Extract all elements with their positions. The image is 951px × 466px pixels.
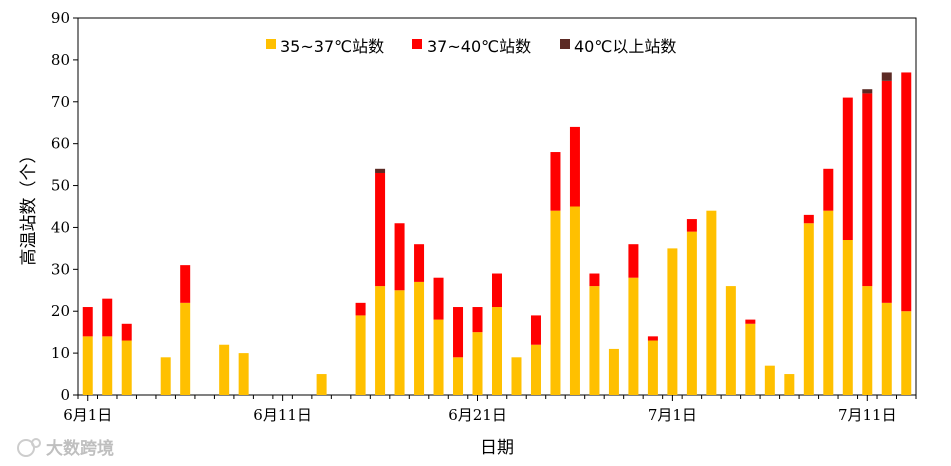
y-tick-label: 40 xyxy=(51,218,70,236)
bar-40-plus xyxy=(375,168,386,173)
x-tick-label: 6月1日 xyxy=(63,406,112,424)
legend-swatch-35-37 xyxy=(266,39,276,49)
bar-35-37 xyxy=(842,240,853,395)
bar-35-37 xyxy=(180,302,191,395)
bar-35-37 xyxy=(530,344,541,395)
bar-35-37 xyxy=(238,353,249,395)
bar-35-37 xyxy=(511,357,522,395)
bar-35-37 xyxy=(725,286,736,395)
bar-37-40 xyxy=(628,244,639,278)
bar-37-40 xyxy=(745,319,756,324)
bar-35-37 xyxy=(569,206,580,395)
bar-35-37 xyxy=(823,210,834,395)
bar-37-40 xyxy=(82,307,93,337)
x-axis: 6月1日 6月11日 6月21日 7月1日 7月11日 xyxy=(63,395,917,424)
watermark: 大数跨境 xyxy=(17,438,114,459)
bar-37-40 xyxy=(550,152,561,211)
y-tick-label: 10 xyxy=(51,344,70,362)
bar-37-40 xyxy=(375,172,386,287)
bar-35-37 xyxy=(550,210,561,395)
bar-37-40 xyxy=(414,244,425,282)
bar-37-40 xyxy=(453,307,464,358)
legend-label-35-37: 35~37℃站数 xyxy=(280,37,384,56)
watermark-text: 大数跨境 xyxy=(46,438,114,459)
bar-37-40 xyxy=(355,302,366,316)
bar-37-40 xyxy=(102,298,113,337)
x-tick-label: 6月21日 xyxy=(448,406,507,424)
bar-37-40 xyxy=(647,336,658,341)
watermark-logo-dot-icon xyxy=(31,438,41,448)
bar-35-37 xyxy=(414,281,425,395)
y-tick-label: 80 xyxy=(51,51,70,69)
bar-35-37 xyxy=(667,248,678,395)
bar-35-37 xyxy=(375,286,386,395)
bar-35-37 xyxy=(394,290,405,395)
x-tick-label: 6月11日 xyxy=(253,406,312,424)
y-tick-label: 60 xyxy=(51,135,70,153)
bar-37-40 xyxy=(881,80,892,303)
legend-swatch-40-plus xyxy=(560,39,570,49)
bar-35-37 xyxy=(901,311,912,395)
legend: 35~37℃站数 37~40℃站数 40℃以上站数 xyxy=(266,37,676,56)
bar-35-37 xyxy=(647,340,658,395)
bar-series-group xyxy=(82,72,912,395)
y-tick-label: 50 xyxy=(51,177,70,195)
bar-35-37 xyxy=(745,323,756,395)
y-axis-title: 高温站数（个） xyxy=(19,147,39,266)
bar-35-37 xyxy=(608,348,619,395)
bar-37-40 xyxy=(472,307,483,333)
bar-35-37 xyxy=(453,357,464,395)
legend-label-40-plus: 40℃以上站数 xyxy=(574,37,676,56)
bar-37-40 xyxy=(823,168,834,211)
bar-40-plus xyxy=(881,72,892,81)
bar-35-37 xyxy=(803,223,814,395)
x-tick-label: 7月1日 xyxy=(648,406,697,424)
bar-35-37 xyxy=(219,344,230,395)
y-tick-label: 20 xyxy=(51,302,70,320)
bar-35-37 xyxy=(881,302,892,395)
bar-35-37 xyxy=(862,286,873,395)
bar-37-40 xyxy=(530,315,541,345)
bar-37-40 xyxy=(394,223,405,291)
bar-37-40 xyxy=(569,126,580,207)
legend-swatch-37-40 xyxy=(412,39,422,49)
bar-35-37 xyxy=(82,336,93,395)
bar-35-37 xyxy=(433,319,444,395)
bar-37-40 xyxy=(121,323,132,341)
bar-35-37 xyxy=(160,357,171,395)
y-tick-label: 0 xyxy=(60,386,70,404)
bar-35-37 xyxy=(102,336,113,395)
y-tick-label: 90 xyxy=(51,9,70,27)
bar-35-37 xyxy=(355,315,366,395)
bar-37-40 xyxy=(180,265,191,303)
bar-35-37 xyxy=(686,231,697,395)
bar-37-40 xyxy=(803,214,814,224)
bar-37-40 xyxy=(433,277,444,320)
bar-37-40 xyxy=(686,219,697,232)
bar-35-37 xyxy=(492,307,502,395)
bar-37-40 xyxy=(492,273,502,308)
bar-35-37 xyxy=(784,374,795,395)
y-axis: 0 10 20 30 40 50 60 70 80 90 xyxy=(51,9,78,404)
bar-37-40 xyxy=(842,97,853,241)
bar-40-plus xyxy=(862,89,873,94)
bar-35-37 xyxy=(706,210,717,395)
legend-label-37-40: 37~40℃站数 xyxy=(427,37,531,56)
bar-37-40 xyxy=(589,273,600,287)
x-axis-title: 日期 xyxy=(480,438,514,458)
bar-37-40 xyxy=(862,93,873,287)
bar-37-40 xyxy=(901,72,912,312)
y-tick-label: 70 xyxy=(51,93,70,111)
bar-35-37 xyxy=(628,277,639,395)
bar-35-37 xyxy=(764,365,775,395)
bar-35-37 xyxy=(316,374,327,395)
x-tick-label: 7月11日 xyxy=(838,406,897,424)
watermark-logo-icon xyxy=(17,439,35,457)
bar-35-37 xyxy=(121,340,132,395)
bar-35-37 xyxy=(589,286,600,395)
y-tick-label: 30 xyxy=(51,260,70,278)
bar-35-37 xyxy=(472,332,483,395)
